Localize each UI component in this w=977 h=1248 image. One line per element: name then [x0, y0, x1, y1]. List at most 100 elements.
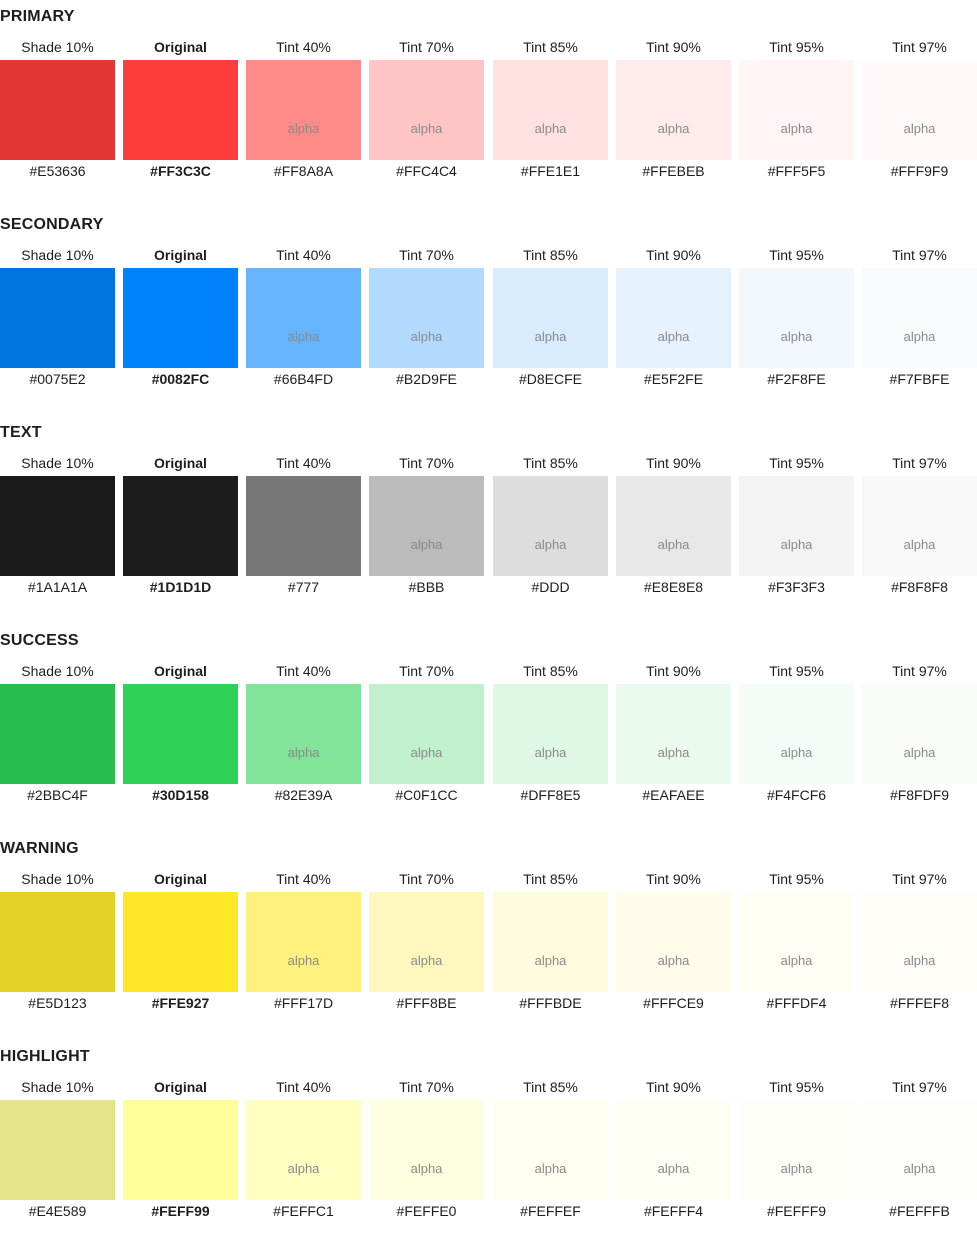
- alpha-label: alpha: [657, 953, 690, 968]
- swatch: Tint 95% alpha #FEFFF9: [739, 1076, 854, 1226]
- color-swatch: alpha: [369, 60, 484, 160]
- swatch-label: Tint 97%: [892, 663, 947, 679]
- swatch-label: Tint 90%: [646, 1079, 701, 1095]
- color-swatch: alpha: [246, 1100, 361, 1200]
- hex-code: #0075E2: [29, 371, 86, 387]
- group-title: SUCCESS: [0, 632, 79, 649]
- color-swatch: alpha: [862, 268, 977, 368]
- alpha-label: alpha: [903, 745, 936, 760]
- hex-code: #D8ECFE: [518, 371, 583, 387]
- color-swatch: alpha: [369, 268, 484, 368]
- alpha-label: alpha: [534, 121, 567, 136]
- hex-code: #FFFDF4: [766, 995, 827, 1011]
- color-swatch: alpha: [739, 892, 854, 992]
- swatch-label: Original: [154, 455, 207, 471]
- hex-code: #FFFCE9: [643, 995, 704, 1011]
- swatch-label: Tint 40%: [276, 871, 331, 887]
- swatch-label: Tint 90%: [646, 247, 701, 263]
- alpha-label: alpha: [657, 121, 690, 136]
- hex-code: #E4E589: [28, 1203, 87, 1219]
- swatch: Tint 90% alpha #EAFAEE: [616, 660, 731, 810]
- swatch: Tint 70% alpha #C0F1CC: [369, 660, 484, 810]
- alpha-label: alpha: [287, 329, 320, 344]
- group-title: SECONDARY: [0, 216, 104, 233]
- swatch-label: Tint 70%: [399, 1079, 454, 1095]
- group-title: PRIMARY: [0, 8, 75, 25]
- swatch-label: Tint 85%: [523, 247, 578, 263]
- swatch-label: Tint 90%: [646, 39, 701, 55]
- swatch-label: Tint 95%: [769, 39, 824, 55]
- swatch: Tint 40% #777: [246, 452, 361, 602]
- hex-code: #FFF9F9: [890, 163, 949, 179]
- swatch-label: Tint 40%: [276, 663, 331, 679]
- palette-group-success: SUCCESS Shade 10% #2BBC4F Original #30D158 Ti…: [0, 624, 977, 832]
- swatch: Tint 70% alpha #FFC4C4: [369, 36, 484, 186]
- color-swatch: alpha: [493, 684, 608, 784]
- swatch: Tint 95% alpha #F4FCF6: [739, 660, 854, 810]
- swatch: Shade 10% #2BBC4F: [0, 660, 115, 810]
- color-swatch: [0, 60, 115, 160]
- hex-code: #777: [287, 579, 320, 595]
- color-swatch: [0, 892, 115, 992]
- swatch-label: Original: [154, 871, 207, 887]
- hex-code: #DFF8E5: [520, 787, 581, 803]
- swatch-label: Tint 95%: [769, 247, 824, 263]
- color-swatch: alpha: [616, 684, 731, 784]
- color-swatch: alpha: [369, 476, 484, 576]
- hex-code: #82E39A: [274, 787, 333, 803]
- swatch: Tint 97% alpha #F7FBFE: [862, 244, 977, 394]
- swatch-label: Original: [154, 247, 207, 263]
- color-swatch: alpha: [246, 60, 361, 160]
- swatch: Shade 10% #E53636: [0, 36, 115, 186]
- color-swatch: alpha: [739, 684, 854, 784]
- swatch-label: Tint 95%: [769, 663, 824, 679]
- swatch: Original #0082FC: [123, 244, 238, 394]
- hex-code: #E53636: [29, 163, 86, 179]
- swatch: Shade 10% #E4E589: [0, 1076, 115, 1226]
- swatch-label: Tint 70%: [399, 455, 454, 471]
- color-swatch: alpha: [246, 268, 361, 368]
- color-swatch: [0, 476, 115, 576]
- swatch: Tint 90% alpha #E5F2FE: [616, 244, 731, 394]
- swatch: Original #FFE927: [123, 868, 238, 1018]
- hex-code: #FF8A8A: [273, 163, 334, 179]
- alpha-label: alpha: [657, 745, 690, 760]
- alpha-label: alpha: [780, 745, 813, 760]
- hex-code: #FFE927: [151, 995, 210, 1011]
- swatch-label: Tint 90%: [646, 663, 701, 679]
- color-swatch: alpha: [246, 684, 361, 784]
- swatch: Tint 40% alpha #FEFFC1: [246, 1076, 361, 1226]
- hex-code: #FEFFF4: [643, 1203, 704, 1219]
- alpha-label: alpha: [903, 537, 936, 552]
- color-swatch: [0, 684, 115, 784]
- swatch: Tint 70% alpha #B2D9FE: [369, 244, 484, 394]
- palette-group-secondary: SECONDARY Shade 10% #0075E2 Original #0082FC…: [0, 208, 977, 416]
- swatch: Tint 97% alpha #F8F8F8: [862, 452, 977, 602]
- hex-code: #C0F1CC: [395, 787, 458, 803]
- swatch-label: Tint 85%: [523, 39, 578, 55]
- alpha-label: alpha: [410, 121, 443, 136]
- swatch-label: Tint 85%: [523, 1079, 578, 1095]
- hex-code: #2BBC4F: [27, 787, 88, 803]
- swatch: Tint 90% alpha #FFFCE9: [616, 868, 731, 1018]
- alpha-label: alpha: [287, 1161, 320, 1176]
- alpha-label: alpha: [534, 745, 567, 760]
- swatch-label: Tint 70%: [399, 871, 454, 887]
- swatch-label: Original: [154, 1079, 207, 1095]
- hex-code: #FEFF99: [151, 1203, 210, 1219]
- alpha-label: alpha: [410, 953, 443, 968]
- swatch-label: Tint 40%: [276, 455, 331, 471]
- color-swatch: alpha: [862, 892, 977, 992]
- swatch: Tint 85% alpha #D8ECFE: [493, 244, 608, 394]
- swatch-label: Tint 90%: [646, 871, 701, 887]
- color-swatch: [0, 268, 115, 368]
- palette-group-primary: PRIMARY Shade 10% #E53636 Original #FF3C3C Ti…: [0, 0, 977, 208]
- swatch: Tint 85% alpha #FEFFEF: [493, 1076, 608, 1226]
- color-swatch: alpha: [246, 892, 361, 992]
- swatch-label: Original: [154, 39, 207, 55]
- swatch-label: Tint 95%: [769, 871, 824, 887]
- swatch: Tint 95% alpha #F2F8FE: [739, 244, 854, 394]
- alpha-label: alpha: [657, 537, 690, 552]
- swatch: Tint 85% alpha #DFF8E5: [493, 660, 608, 810]
- hex-code: #F8FDF9: [889, 787, 950, 803]
